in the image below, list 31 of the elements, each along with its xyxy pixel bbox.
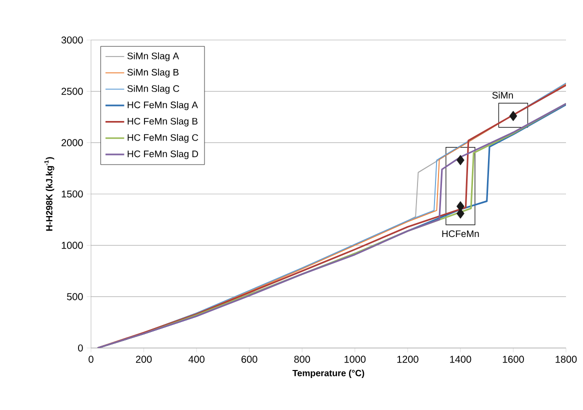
- y-tick-label: 500: [67, 293, 83, 300]
- y-tick-label: 2000: [62, 139, 83, 146]
- annotation: SiMn: [492, 92, 513, 99]
- point: [456, 208, 464, 219]
- x-tick-label: 1000: [344, 356, 366, 363]
- y-tick-label: 1000: [62, 242, 83, 249]
- x-tick-label: 1400: [450, 356, 472, 363]
- x-tick-label: 1200: [397, 356, 418, 363]
- y-tick-label: 1500: [62, 190, 83, 198]
- legend-label: HC FeMn Slag A: [128, 101, 198, 110]
- point: [456, 154, 464, 166]
- y-tick-label: 2500: [62, 88, 83, 95]
- x-tick-label: 0: [88, 356, 94, 363]
- point: [509, 110, 518, 122]
- y-axis-title: H-H298K (kJ.kg$^{-1}$): [44, 157, 54, 231]
- annotation: HCFeMn: [442, 230, 479, 238]
- legend-label: HC FeMn Slag C: [128, 134, 198, 143]
- y-tick-label: 0: [78, 344, 83, 352]
- x-tick-label: 200: [136, 356, 152, 363]
- legend-label: HC FeMn Slag D: [128, 150, 198, 160]
- x-tick-label: 600: [242, 356, 258, 363]
- x-axis-title: Temperature (°C): [292, 370, 364, 378]
- x-tick-label: 800: [294, 356, 310, 363]
- y-tick-label: 3000: [61, 36, 83, 44]
- legend-label: SiMn Slag A: [127, 52, 180, 62]
- x-tick-label: 400: [188, 356, 204, 363]
- legend-label: HC FeMn Slag B: [128, 118, 198, 126]
- legend-label: SiMn Slag B: [127, 68, 179, 78]
- x-tick-label: 1600: [502, 356, 524, 363]
- x-tick-label: 1800: [556, 356, 577, 363]
- legend-label: SiMn Slag C: [127, 84, 180, 94]
